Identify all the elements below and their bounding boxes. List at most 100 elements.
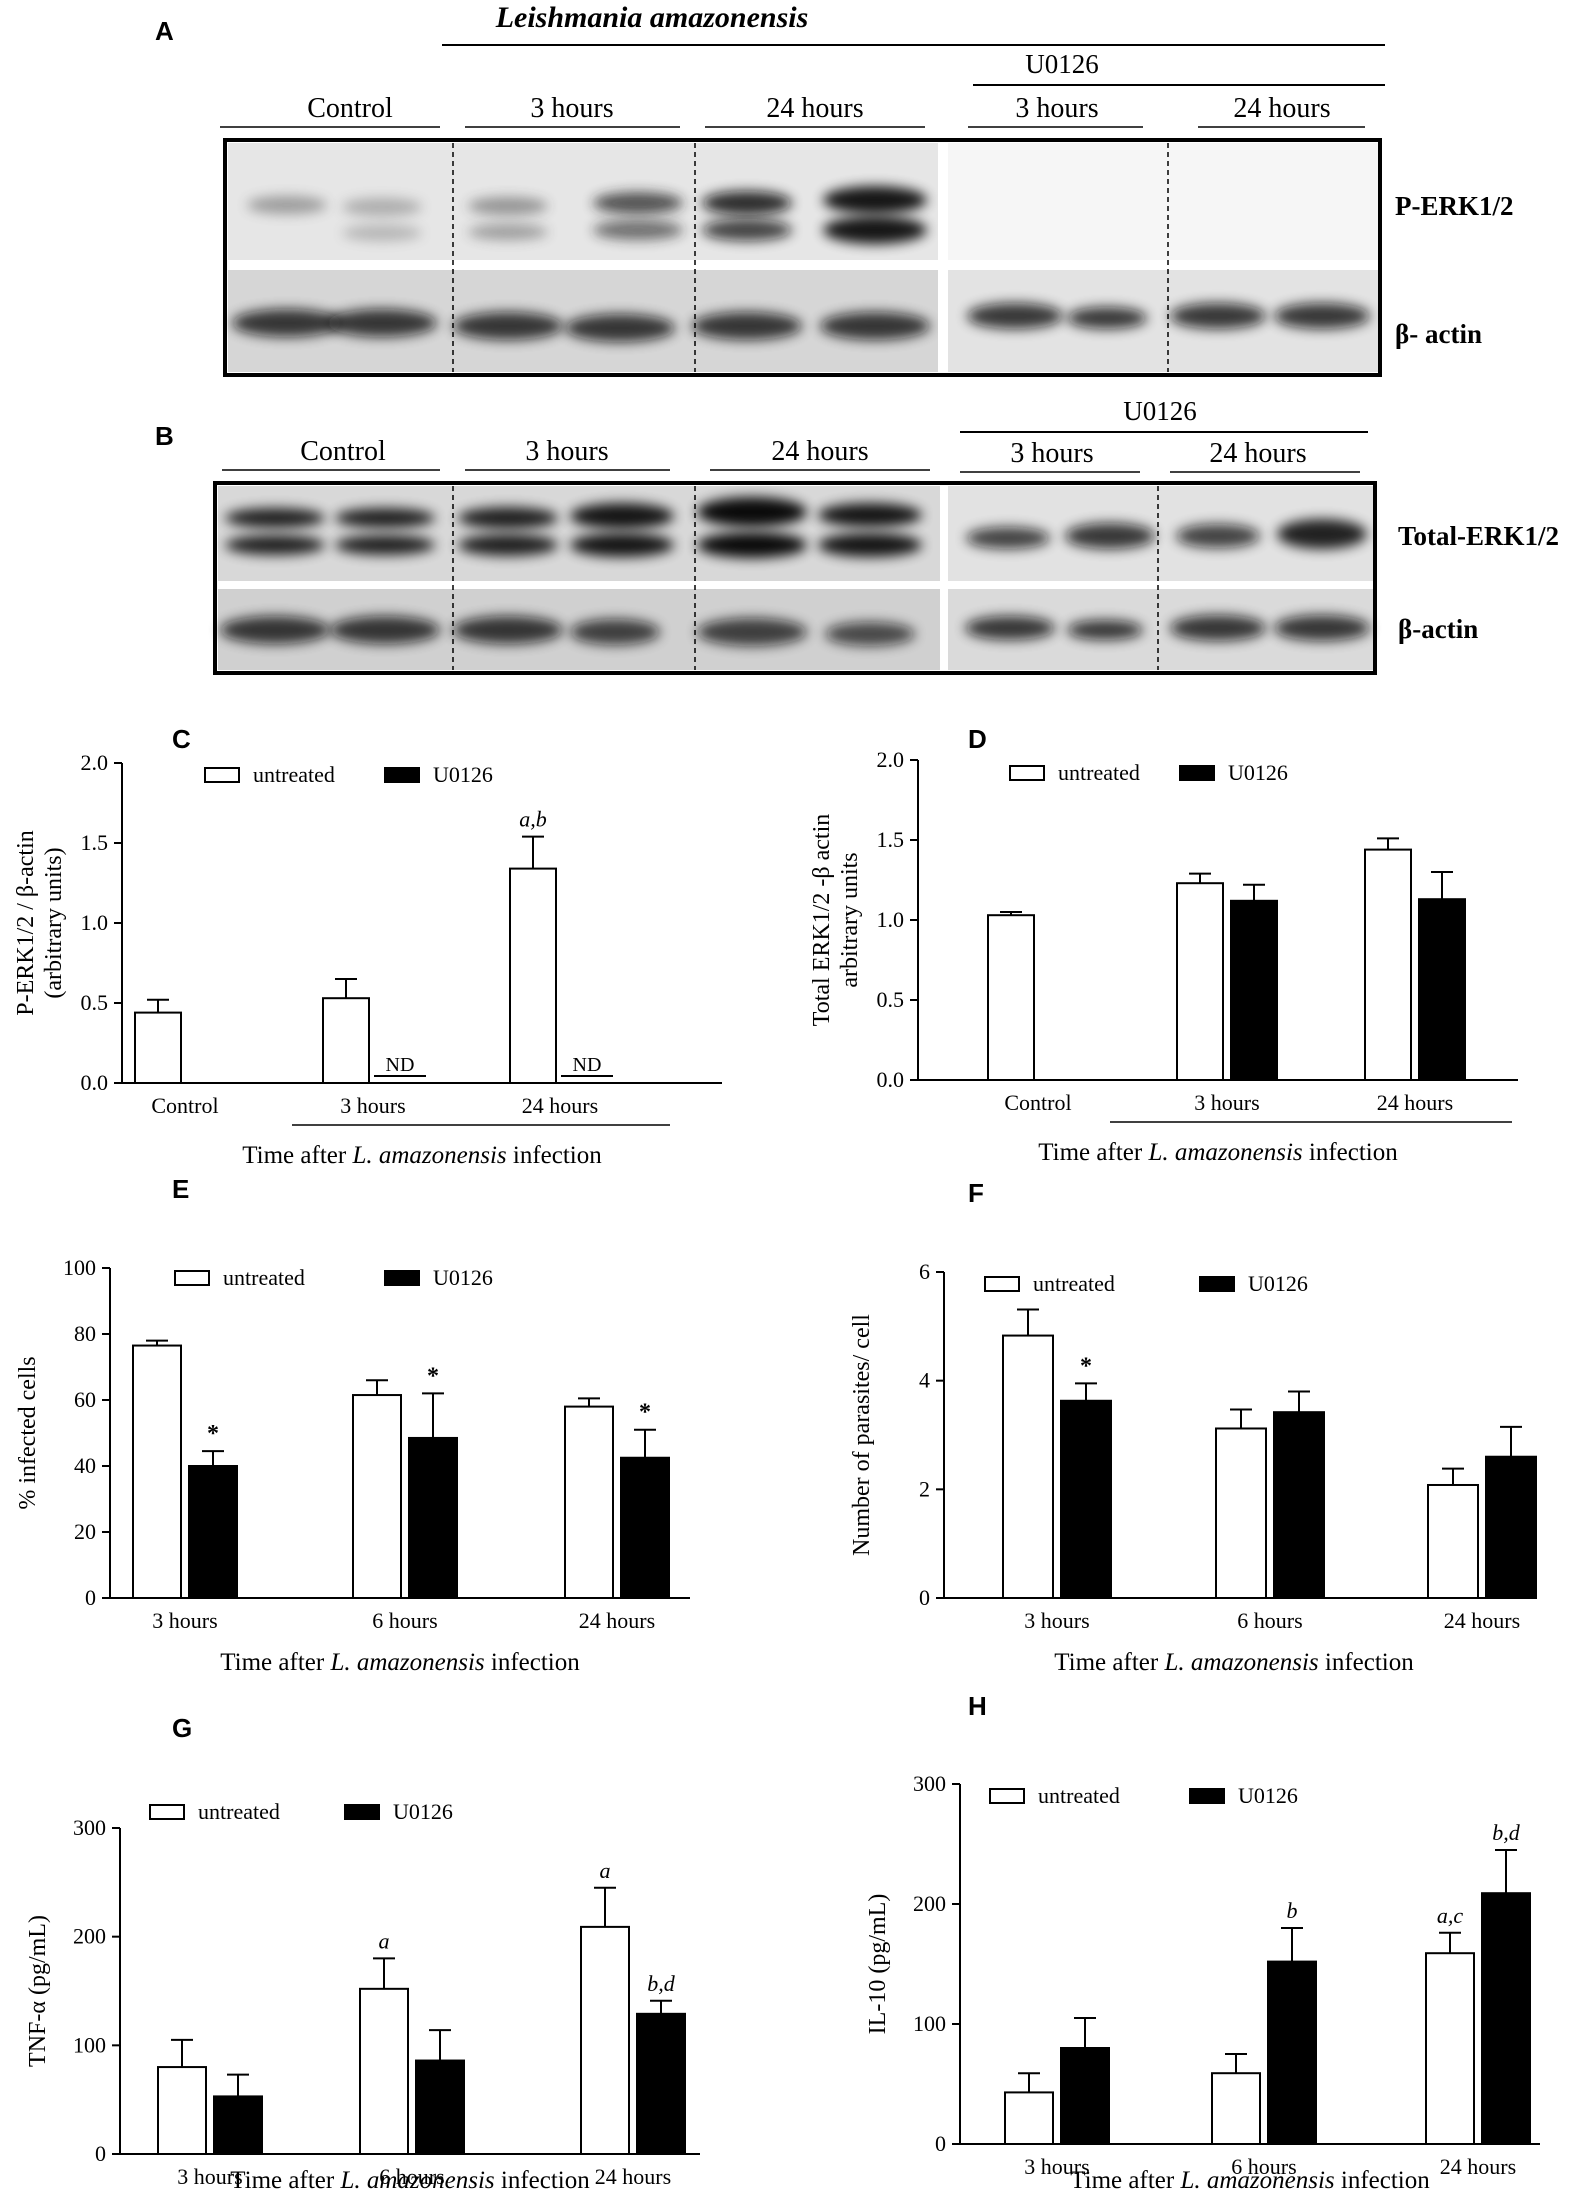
y-tick-label: 80 — [74, 1321, 96, 1346]
significance-label: * — [207, 1421, 219, 1447]
p-erk-bands — [247, 186, 927, 244]
organism-label: Leishmania amazonensis — [495, 1, 809, 34]
legend-label: untreated — [1038, 1783, 1120, 1808]
y-tick-label: 100 — [63, 1255, 96, 1280]
y-tick-label: 0 — [95, 2141, 106, 2166]
blot-b — [213, 481, 1377, 675]
chart-g: G 0 100 200 300 TNF-α (pg/mL) 3 hours a 6 hours a… — [25, 1713, 700, 2194]
significance-label: b,d — [647, 1971, 676, 1996]
x-tick-label: 24 hours — [522, 1093, 598, 1118]
x-tick-label: 6 hours — [1237, 1608, 1302, 1633]
x-axis-label-part: infection — [485, 1649, 581, 1676]
y-axis-label: TNF-α (pg/mL) — [25, 1915, 51, 2067]
panel-a-letter: A — [155, 16, 174, 46]
x-axis-label-part: L. amazonensis — [1147, 1139, 1302, 1166]
y-tick-label: 100 — [73, 2032, 106, 2057]
y-axis-label: P-ERK1/2 / β-actin — [13, 830, 39, 1016]
y-tick-label: 1.5 — [81, 830, 109, 855]
y-tick-label: 1.5 — [877, 827, 905, 852]
legend-swatch — [204, 767, 240, 783]
x-tick-label: 3 hours — [152, 1608, 217, 1633]
legend-label: untreated — [253, 762, 335, 787]
x-axis-label-part: L. amazonensis — [1179, 2167, 1334, 2194]
x-tick-label: 3 hours — [1194, 1090, 1259, 1115]
bar — [322, 997, 370, 1085]
y-axis-label: % infected cells — [15, 1356, 41, 1509]
panel-a-group-u-24h: 24 hours — [1233, 93, 1330, 124]
y-tick-label: 0.0 — [877, 1067, 905, 1092]
row-label-p-erk: P-ERK1/2 — [1395, 191, 1514, 221]
panel-a-group-control: Control — [307, 93, 393, 124]
y-tick-label: 2 — [919, 1476, 930, 1501]
x-tick-label: 24 hours — [1440, 2154, 1516, 2179]
panel-letter: C — [172, 724, 191, 754]
significance-label: * — [639, 1400, 651, 1426]
legend-swatch — [989, 1788, 1025, 1804]
x-axis-label: Time after L. amazonensis infection — [1070, 2167, 1430, 2194]
y-tick-label: 300 — [73, 1815, 106, 1840]
legend-label: untreated — [223, 1265, 305, 1290]
bar — [509, 867, 557, 1084]
bar — [1176, 882, 1224, 1082]
x-axis-label-part: L. amazonensis — [329, 1649, 484, 1676]
bar — [564, 1405, 614, 1599]
bar — [1215, 1427, 1267, 1599]
bar — [1002, 1334, 1054, 1599]
y-axis-label: (arbitrary units) — [41, 847, 67, 998]
panel-letter: H — [968, 1691, 987, 1721]
x-axis-label-part: infection — [1335, 2167, 1431, 2194]
legend-label: U0126 — [1248, 1271, 1308, 1296]
bar — [1230, 899, 1278, 1081]
panel-a-group-u-3h: 3 hours — [1015, 93, 1098, 124]
legend-swatch — [1189, 1788, 1225, 1804]
y-tick-label: 0.5 — [877, 987, 905, 1012]
bar — [359, 1987, 409, 2155]
chart-c: C 0.0 0.5 1.0 1.5 2.0 P-ERK1/2 / β-actin (arbit… — [13, 724, 722, 1169]
y-axis-label: Total ERK1/2 -β actin — [809, 814, 835, 1026]
x-axis-label-part: Time after — [220, 1649, 330, 1676]
x-axis-label: Time after L. amazonensis infection — [1038, 1139, 1398, 1166]
x-axis-label-part: Time after — [242, 1142, 352, 1169]
legend-label: U0126 — [433, 1265, 493, 1290]
y-tick-label: 1.0 — [81, 910, 109, 935]
legend-label: untreated — [1033, 1271, 1115, 1296]
bar — [157, 2066, 207, 2155]
y-axis-label: arbitrary units — [837, 852, 863, 987]
chart-e: E 0 20 40 60 80 100 % infected cells * 3 hours * 6 … — [15, 1174, 690, 1676]
legend-label: U0126 — [433, 762, 493, 787]
x-tick-label: 24 hours — [579, 1608, 655, 1633]
row-label-total-erk: Total-ERK1/2 — [1398, 521, 1559, 551]
x-axis-label: Time after L. amazonensis infection — [230, 2167, 590, 2194]
panel-b-inhibitor-label: U0126 — [1123, 396, 1197, 426]
bar — [1427, 1483, 1479, 1600]
panel-letter: F — [968, 1178, 984, 1208]
x-tick-label: 6 hours — [1231, 2154, 1296, 2179]
significance-label: a — [379, 1928, 390, 1953]
x-axis-label-part: Time after — [1070, 2167, 1180, 2194]
legend-swatch — [384, 767, 420, 783]
x-tick-label: 3 hours — [1024, 2154, 1089, 2179]
y-tick-label: 60 — [74, 1387, 96, 1412]
row-label-actin-b: β-actin — [1398, 614, 1478, 644]
bar — [1481, 1892, 1531, 2145]
x-tick-label: 3 hours — [1024, 1608, 1089, 1633]
bar — [987, 914, 1035, 1082]
legend-swatch — [1179, 765, 1215, 781]
x-tick-label: 3 hours — [177, 2164, 242, 2189]
x-axis-label-part: Time after — [1038, 1139, 1148, 1166]
chart-d: D 0.0 0.5 1.0 1.5 2.0 Total ERK1/2 -β actin arb… — [809, 724, 1518, 1166]
legend-label: U0126 — [1228, 760, 1288, 785]
legend-swatch — [984, 1276, 1020, 1292]
y-axis-label: Number of parasites/ cell — [849, 1314, 875, 1556]
x-tick-label: 24 hours — [1377, 1090, 1453, 1115]
x-axis-label-part: Time after — [1054, 1649, 1164, 1676]
y-tick-label: 20 — [74, 1519, 96, 1544]
chart-f: F 0 2 4 6 Number of parasites/ cell * 3 hours 6 … — [849, 1178, 1537, 1676]
actin-bands-b — [220, 615, 1370, 646]
bar — [134, 1011, 182, 1084]
bar — [1004, 2091, 1054, 2145]
x-axis-label: Time after L. amazonensis infection — [220, 1649, 580, 1676]
bar — [1364, 848, 1412, 1081]
